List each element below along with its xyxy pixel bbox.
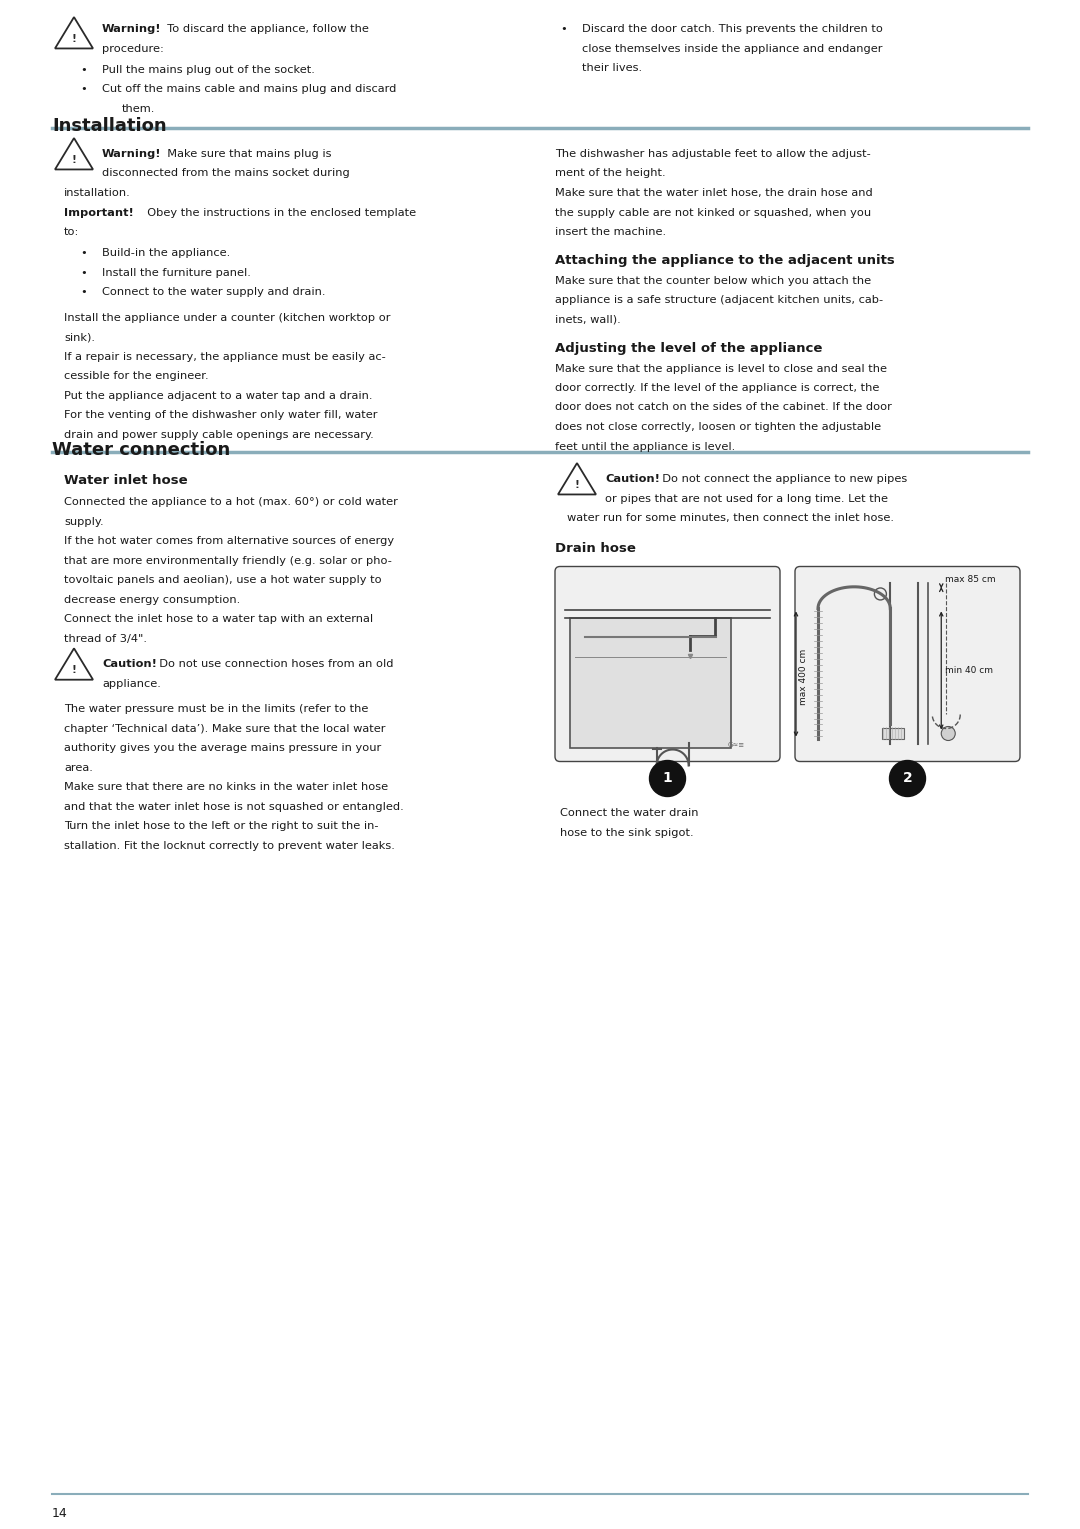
Text: !: ! [575, 480, 580, 489]
Text: appliance.: appliance. [102, 679, 161, 688]
Text: Cut off the mains cable and mains plug and discard: Cut off the mains cable and mains plug a… [102, 84, 396, 95]
Text: appliance is a safe structure (adjacent kitchen units, cab-: appliance is a safe structure (adjacent … [555, 295, 883, 306]
Text: insert the machine.: insert the machine. [555, 226, 666, 237]
Text: For the venting of the dishwasher only water fill, water: For the venting of the dishwasher only w… [64, 410, 378, 420]
Text: Drain hose: Drain hose [555, 543, 636, 555]
Text: max 400 cm: max 400 cm [799, 648, 808, 705]
Text: Make sure that the appliance is level to close and seal the: Make sure that the appliance is level to… [555, 364, 887, 373]
Text: Make sure that there are no kinks in the water inlet hose: Make sure that there are no kinks in the… [64, 783, 388, 792]
Text: tovoltaic panels and aeolian), use a hot water supply to: tovoltaic panels and aeolian), use a hot… [64, 575, 381, 586]
Text: •: • [561, 24, 567, 34]
Text: Water connection: Water connection [52, 440, 230, 459]
Text: •: • [80, 287, 86, 298]
Text: drain and power supply cable openings are necessary.: drain and power supply cable openings ar… [64, 430, 374, 440]
Text: 1: 1 [663, 772, 673, 786]
Text: Installation: Installation [52, 118, 166, 135]
Text: !: ! [71, 154, 77, 165]
Text: procedure:: procedure: [102, 43, 164, 54]
Text: door correctly. If the level of the appliance is correct, the: door correctly. If the level of the appl… [555, 382, 879, 393]
FancyBboxPatch shape [555, 567, 780, 761]
Text: 2: 2 [903, 772, 913, 786]
Text: Water inlet hose: Water inlet hose [64, 474, 188, 488]
Text: feet until the appliance is level.: feet until the appliance is level. [555, 442, 735, 451]
FancyBboxPatch shape [795, 567, 1020, 761]
Text: does not close correctly, loosen or tighten the adjustable: does not close correctly, loosen or tigh… [555, 422, 881, 433]
Text: sink).: sink). [64, 332, 95, 342]
Text: Connected the appliance to a hot (max. 60°) or cold water: Connected the appliance to a hot (max. 6… [64, 497, 397, 508]
Text: •: • [80, 84, 86, 95]
Text: Adjusting the level of the appliance: Adjusting the level of the appliance [555, 342, 822, 355]
Text: Attaching the appliance to the adjacent units: Attaching the appliance to the adjacent … [555, 254, 894, 268]
Text: Do not connect the appliance to new pipes: Do not connect the appliance to new pipe… [654, 474, 907, 485]
FancyBboxPatch shape [570, 618, 731, 748]
Text: cessible for the engineer.: cessible for the engineer. [64, 372, 208, 381]
Text: them.: them. [122, 104, 156, 115]
FancyBboxPatch shape [882, 728, 904, 740]
Text: Put the appliance adjacent to a water tap and a drain.: Put the appliance adjacent to a water ta… [64, 391, 373, 401]
Text: supply.: supply. [64, 517, 104, 528]
Text: ment of the height.: ment of the height. [555, 168, 665, 179]
Text: Pull the mains plug out of the socket.: Pull the mains plug out of the socket. [102, 64, 315, 75]
Text: close themselves inside the appliance and endanger: close themselves inside the appliance an… [582, 43, 882, 54]
Text: Warning!: Warning! [102, 24, 162, 34]
Circle shape [942, 726, 955, 740]
Text: Connect the inlet hose to a water tap with an external: Connect the inlet hose to a water tap wi… [64, 615, 373, 624]
Text: thread of 3/4".: thread of 3/4". [64, 635, 147, 644]
Text: Discard the door catch. This prevents the children to: Discard the door catch. This prevents th… [582, 24, 882, 34]
Text: to:: to: [64, 226, 79, 237]
Text: disconnected from the mains socket during: disconnected from the mains socket durin… [102, 168, 350, 179]
Text: max 85 cm: max 85 cm [945, 575, 996, 584]
Text: •: • [80, 64, 86, 75]
Text: G≈≡: G≈≡ [728, 743, 745, 749]
Text: water run for some minutes, then connect the inlet hose.: water run for some minutes, then connect… [567, 514, 894, 523]
Text: Install the appliance under a counter (kitchen worktop or: Install the appliance under a counter (k… [64, 313, 391, 323]
Text: Obey the instructions in the enclosed template: Obey the instructions in the enclosed te… [140, 208, 416, 217]
Text: authority gives you the average mains pressure in your: authority gives you the average mains pr… [64, 743, 381, 754]
Text: min 40 cm: min 40 cm [945, 667, 994, 674]
Text: stallation. Fit the locknut correctly to prevent water leaks.: stallation. Fit the locknut correctly to… [64, 841, 395, 850]
Text: Connect to the water supply and drain.: Connect to the water supply and drain. [102, 287, 325, 298]
Circle shape [890, 760, 926, 797]
Text: •: • [80, 268, 86, 278]
Circle shape [649, 760, 686, 797]
Text: that are more environmentally friendly (e.g. solar or pho-: that are more environmentally friendly (… [64, 557, 392, 566]
Text: their lives.: their lives. [582, 63, 643, 73]
Text: !: ! [71, 665, 77, 676]
Text: or pipes that are not used for a long time. Let the: or pipes that are not used for a long ti… [605, 494, 888, 503]
Text: Caution!: Caution! [605, 474, 660, 485]
Text: chapter ‘Technical data’). Make sure that the local water: chapter ‘Technical data’). Make sure tha… [64, 723, 386, 734]
Text: Make sure that the water inlet hose, the drain hose and: Make sure that the water inlet hose, the… [555, 188, 873, 197]
Text: Make sure that the counter below which you attach the: Make sure that the counter below which y… [555, 275, 872, 286]
Text: If the hot water comes from alternative sources of energy: If the hot water comes from alternative … [64, 537, 394, 546]
Text: •: • [80, 248, 86, 258]
Text: Turn the inlet hose to the left or the right to suit the in-: Turn the inlet hose to the left or the r… [64, 821, 378, 832]
Text: To discard the appliance, follow the: To discard the appliance, follow the [160, 24, 369, 34]
Text: the supply cable are not kinked or squashed, when you: the supply cable are not kinked or squas… [555, 208, 872, 217]
Text: If a repair is necessary, the appliance must be easily ac-: If a repair is necessary, the appliance … [64, 352, 386, 362]
Text: Do not use connection hoses from an old: Do not use connection hoses from an old [152, 659, 393, 670]
Text: Build-in the appliance.: Build-in the appliance. [102, 248, 230, 258]
Text: Warning!: Warning! [102, 148, 162, 159]
Text: inets, wall).: inets, wall). [555, 315, 621, 324]
Text: Install the furniture panel.: Install the furniture panel. [102, 268, 251, 278]
Text: Caution!: Caution! [102, 659, 157, 670]
Text: installation.: installation. [64, 188, 131, 197]
Text: Important!: Important! [64, 208, 134, 217]
Text: decrease energy consumption.: decrease energy consumption. [64, 595, 240, 605]
Text: and that the water inlet hose is not squashed or entangled.: and that the water inlet hose is not squ… [64, 801, 404, 812]
Text: Connect the water drain: Connect the water drain [561, 809, 699, 818]
Text: area.: area. [64, 763, 93, 772]
Text: 14: 14 [52, 1508, 68, 1520]
Text: The dishwasher has adjustable feet to allow the adjust-: The dishwasher has adjustable feet to al… [555, 148, 870, 159]
Text: hose to the sink spigot.: hose to the sink spigot. [561, 829, 693, 838]
Text: The water pressure must be in the limits (refer to the: The water pressure must be in the limits… [64, 703, 368, 714]
Text: !: ! [71, 34, 77, 44]
Text: door does not catch on the sides of the cabinet. If the door: door does not catch on the sides of the … [555, 402, 892, 413]
Text: Make sure that mains plug is: Make sure that mains plug is [160, 148, 332, 159]
